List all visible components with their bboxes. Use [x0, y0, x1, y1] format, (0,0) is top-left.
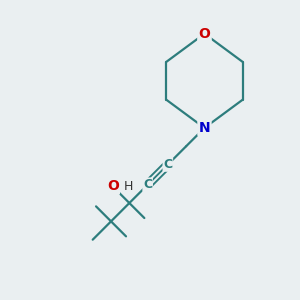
Text: C: C: [143, 178, 152, 191]
Text: O: O: [107, 179, 118, 194]
Text: H: H: [123, 180, 133, 193]
Text: N: N: [199, 121, 210, 135]
Text: O: O: [199, 27, 210, 41]
Text: C: C: [163, 158, 172, 171]
